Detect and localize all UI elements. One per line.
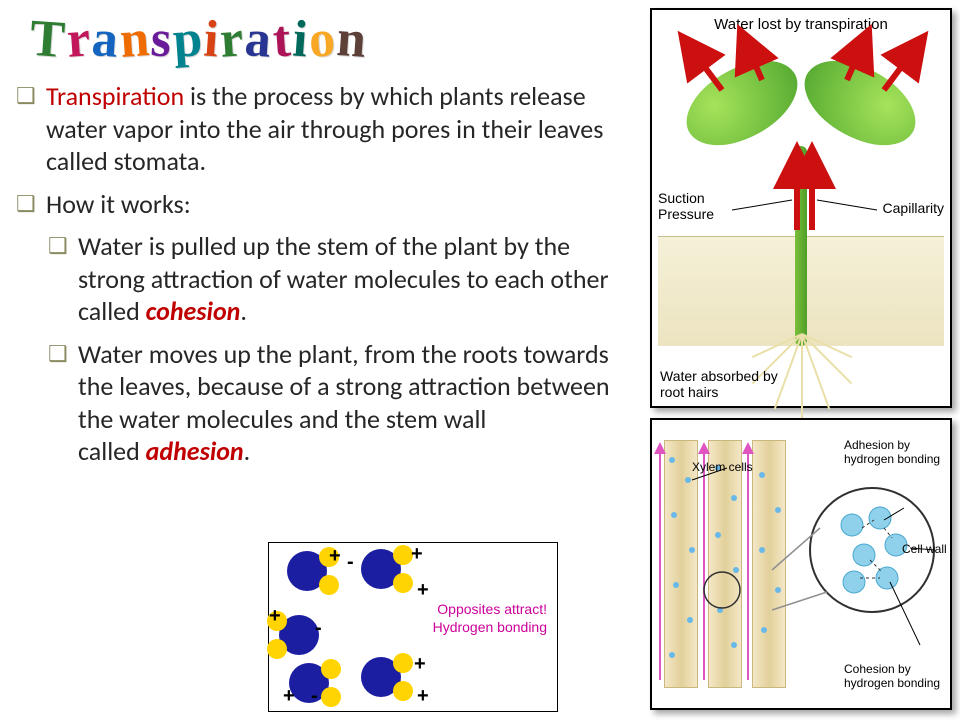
charge-plus: + — [283, 685, 295, 708]
caption-hbond: Hydrogen bonding — [433, 619, 547, 635]
bullet-definition: Transpiration is the process by which pl… — [10, 80, 635, 178]
charge-plus: + — [417, 579, 429, 602]
figure-plant-transpiration: Water lost by transpiration Suction Pres… — [650, 8, 952, 408]
charge-plus: + — [414, 653, 426, 676]
charge-minus: - — [347, 551, 354, 574]
label-cellwall: Cell wall — [902, 542, 952, 556]
charge-plus: + — [417, 685, 429, 708]
bullet-cohesion: Water is pulled up the stem of the plant… — [10, 230, 635, 328]
caption-opposites: Opposites attract! — [437, 601, 547, 617]
charge-minus: - — [315, 617, 322, 640]
content-body: Transpiration is the process by which pl… — [10, 80, 635, 478]
label-root-hairs: Water absorbed by root hairs — [660, 368, 780, 400]
term-adhesion: adhesion — [146, 435, 244, 467]
charge-plus: + — [329, 545, 341, 568]
term-cohesion: cohesion — [146, 295, 241, 327]
charge-plus: + — [411, 543, 423, 566]
term-transpiration: Transpiration — [46, 80, 184, 112]
label-suction: Suction Pressure — [658, 190, 738, 222]
adhesion-break: called — [78, 435, 146, 467]
slide-title: Transpiration — [30, 10, 368, 69]
charge-minus: - — [311, 685, 318, 708]
label-adhesion: Adhesion by hydrogen bonding — [844, 438, 944, 466]
label-cohesion: Cohesion by hydrogen bonding — [844, 662, 944, 690]
adhesion-pre: Water moves up the plant, from the roots… — [78, 338, 610, 435]
label-xylemcells: Xylem cells — [692, 460, 753, 474]
charge-plus: + — [269, 605, 281, 628]
bullet-adhesion: Water moves up the plant, from the roots… — [10, 338, 635, 468]
figure-hydrogen-bonding: + - + + + - + - + + Opposites attract! H… — [268, 542, 558, 712]
bullet-howitworks: How it works: — [10, 188, 635, 221]
figure-xylem: Adhesion by hydrogen bonding Cell wall C… — [650, 418, 952, 710]
label-capillarity: Capillarity — [864, 200, 944, 216]
